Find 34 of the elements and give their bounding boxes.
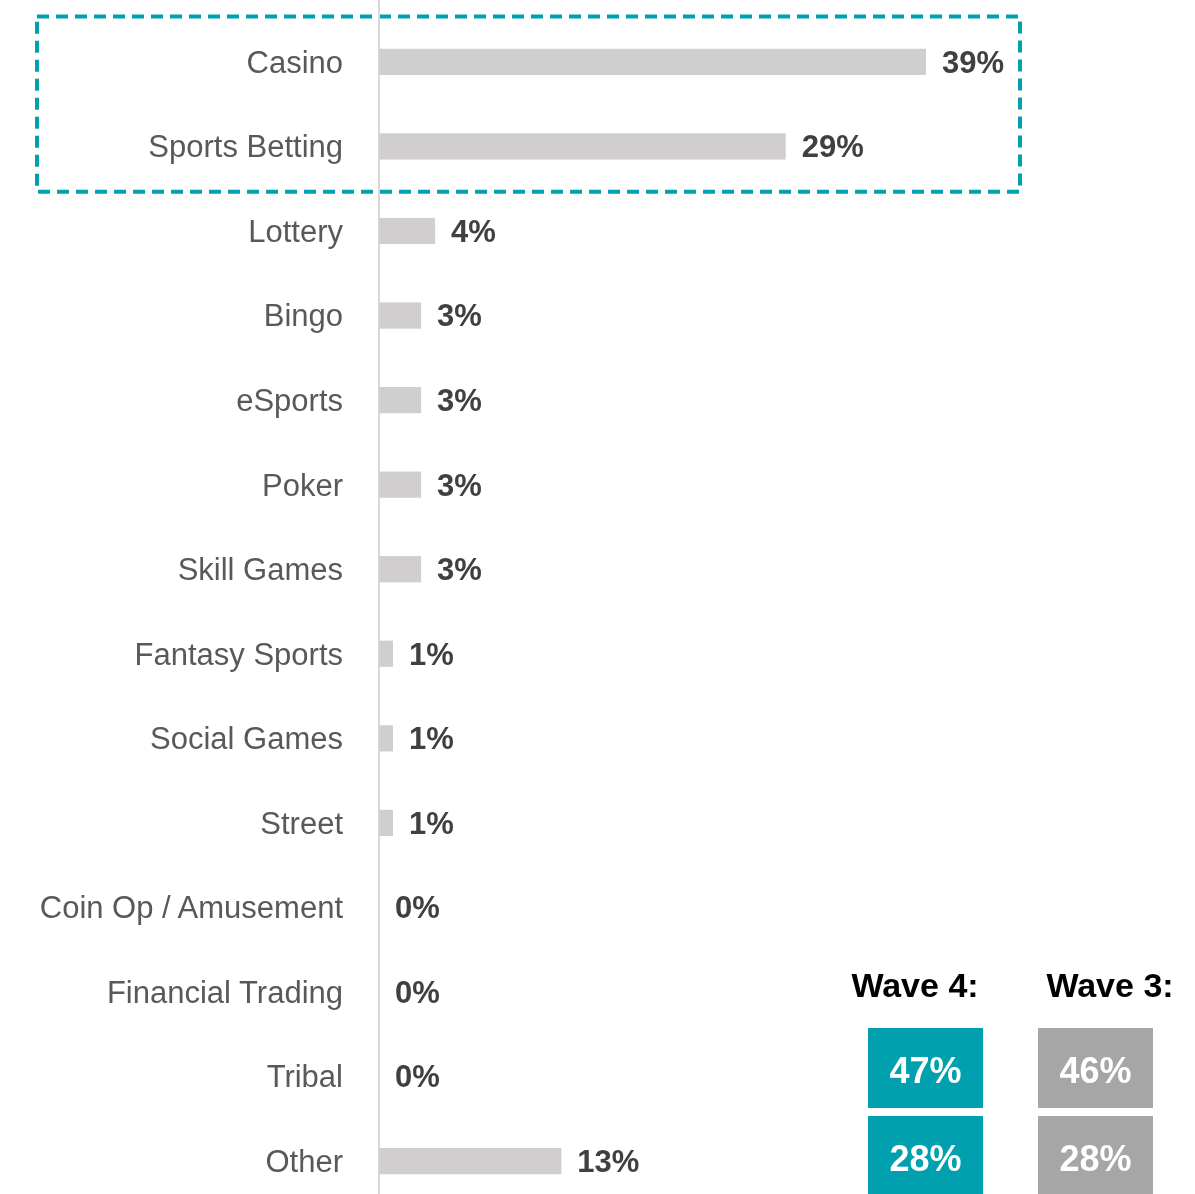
data-label: 4% [451, 213, 496, 249]
y-tick-label: eSports [236, 382, 343, 418]
annotation: 47% [889, 1049, 962, 1091]
y-tick-label: Street [260, 805, 344, 841]
data-label: 0% [395, 974, 440, 1010]
y-tick-label: Skill Games [177, 552, 343, 588]
y-tick-label: Poker [262, 467, 343, 503]
y-tick-label: Other [265, 1143, 343, 1179]
y-tick-label: Fantasy Sports [134, 636, 343, 672]
y-tick-label: Tribal [266, 1059, 343, 1095]
y-tick-label: Coin Op / Amusement [39, 890, 344, 926]
y-tick-label: Bingo [263, 298, 343, 334]
annotation: 28% [889, 1137, 962, 1179]
data-label: 3% [437, 552, 482, 588]
data-label: 1% [409, 721, 454, 757]
y-tick-label: Lottery [248, 213, 344, 249]
data-label: 0% [395, 890, 440, 926]
data-label: 3% [437, 298, 482, 334]
data-label: 39% [942, 44, 1005, 80]
data-label: 3% [437, 467, 482, 503]
y-tick-label: Casino [246, 44, 343, 80]
y-tick-label: Financial Trading [106, 974, 343, 1010]
text: Wave 3: [1046, 966, 1174, 1004]
annotation: Wave 4: [851, 966, 979, 1004]
data-label: 0% [395, 1059, 440, 1095]
data-label: 1% [409, 805, 454, 841]
y-tick-label: Sports Betting [148, 129, 343, 165]
text: 46% [1059, 1049, 1132, 1091]
y-tick-label: Social Games [150, 721, 343, 757]
data-label: 29% [801, 129, 864, 165]
data-label: 3% [437, 382, 482, 418]
data-label: 1% [409, 636, 454, 672]
data-label: 13% [577, 1143, 640, 1179]
text: 28% [1059, 1137, 1132, 1179]
